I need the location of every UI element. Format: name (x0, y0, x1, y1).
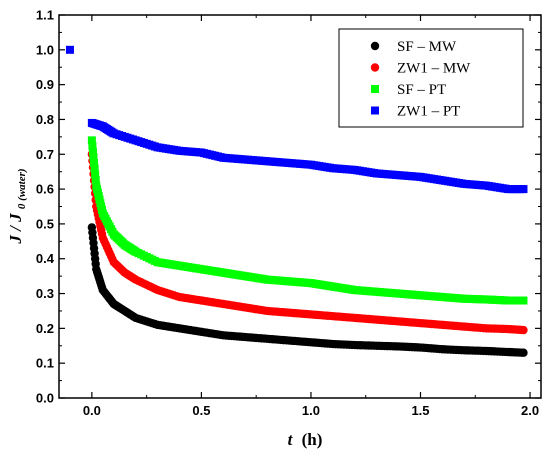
axis-ticks: 0.0 0.1 0.2 0.3 0.4 0.5 0.6 0.7 0.8 0.9 1.0 1.1 0.0 0… (36, 8, 541, 418)
series-1 (87, 150, 528, 335)
y-tick-label: 0.5 (36, 216, 54, 231)
y-tick-label: 0.8 (36, 112, 54, 127)
y-tick-label: 1.1 (36, 8, 54, 23)
legend-marker (370, 63, 380, 72)
data-point (88, 142, 97, 151)
series-3 (87, 118, 528, 194)
y-axis-main: J / J (6, 213, 25, 245)
data-point (519, 348, 528, 357)
data-point (91, 170, 100, 179)
y-tick-label: 0.4 (36, 251, 55, 266)
series-0 (87, 223, 528, 357)
y-tick-label: 0.6 (36, 182, 54, 197)
legend-label: SF – PT (397, 82, 446, 98)
data-point (89, 153, 98, 162)
legend-label: ZW1 – PT (397, 104, 460, 120)
x-axis-variable: t (288, 430, 294, 449)
y-tick-label: 0.1 (36, 356, 54, 371)
axis-labels: t (h) J / J 0 (water) (6, 168, 322, 449)
data-point (519, 185, 528, 194)
y-axis-subscript: 0 (water) (16, 168, 28, 209)
y-axis-label: J / J 0 (water) (6, 168, 28, 244)
y-tick-label: 0.2 (36, 321, 54, 336)
legend: SF – MW ZW1 – MW SF – PT ZW1 – PT (338, 28, 524, 128)
data-point (519, 296, 528, 305)
x-tick-label: 0.0 (83, 403, 101, 418)
y-tick-label: 0.3 (36, 286, 54, 301)
y-tick-label: 1.0 (36, 42, 54, 57)
series-2 (87, 136, 528, 305)
legend-label: ZW1 – MW (397, 61, 471, 77)
data-point (91, 175, 100, 184)
y-tick-label: 0.7 (36, 147, 54, 162)
y-tick-label: 0.0 (36, 391, 54, 406)
legend-marker (370, 41, 380, 51)
data-point (519, 325, 528, 335)
x-tick-label: 1.0 (302, 403, 320, 418)
x-axis-label: t (h) (288, 430, 323, 449)
x-tick-label: 0.5 (192, 403, 210, 418)
legend-box (338, 28, 524, 128)
initial-data-point (65, 45, 74, 54)
y-tick-label: 0.9 (36, 77, 54, 92)
data-points (65, 45, 528, 357)
x-tick-label: 2.0 (521, 403, 539, 418)
x-tick-label: 1.5 (411, 403, 429, 418)
data-point (90, 158, 99, 167)
legend-label: SF – MW (397, 39, 457, 55)
data-point (87, 136, 96, 145)
legend-marker (371, 106, 379, 115)
legend-marker (371, 85, 379, 93)
data-point (90, 164, 99, 173)
x-axis-unit: (h) (302, 430, 323, 449)
data-point (88, 147, 97, 156)
